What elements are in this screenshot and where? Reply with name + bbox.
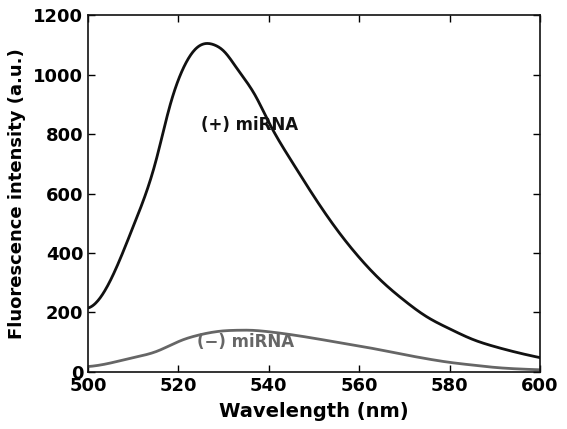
- Text: (−) miRNA: (−) miRNA: [197, 333, 294, 351]
- Text: (+) miRNA: (+) miRNA: [201, 116, 298, 134]
- Y-axis label: Fluorescence intensity (a.u.): Fluorescence intensity (a.u.): [9, 48, 26, 339]
- X-axis label: Wavelength (nm): Wavelength (nm): [219, 402, 409, 421]
